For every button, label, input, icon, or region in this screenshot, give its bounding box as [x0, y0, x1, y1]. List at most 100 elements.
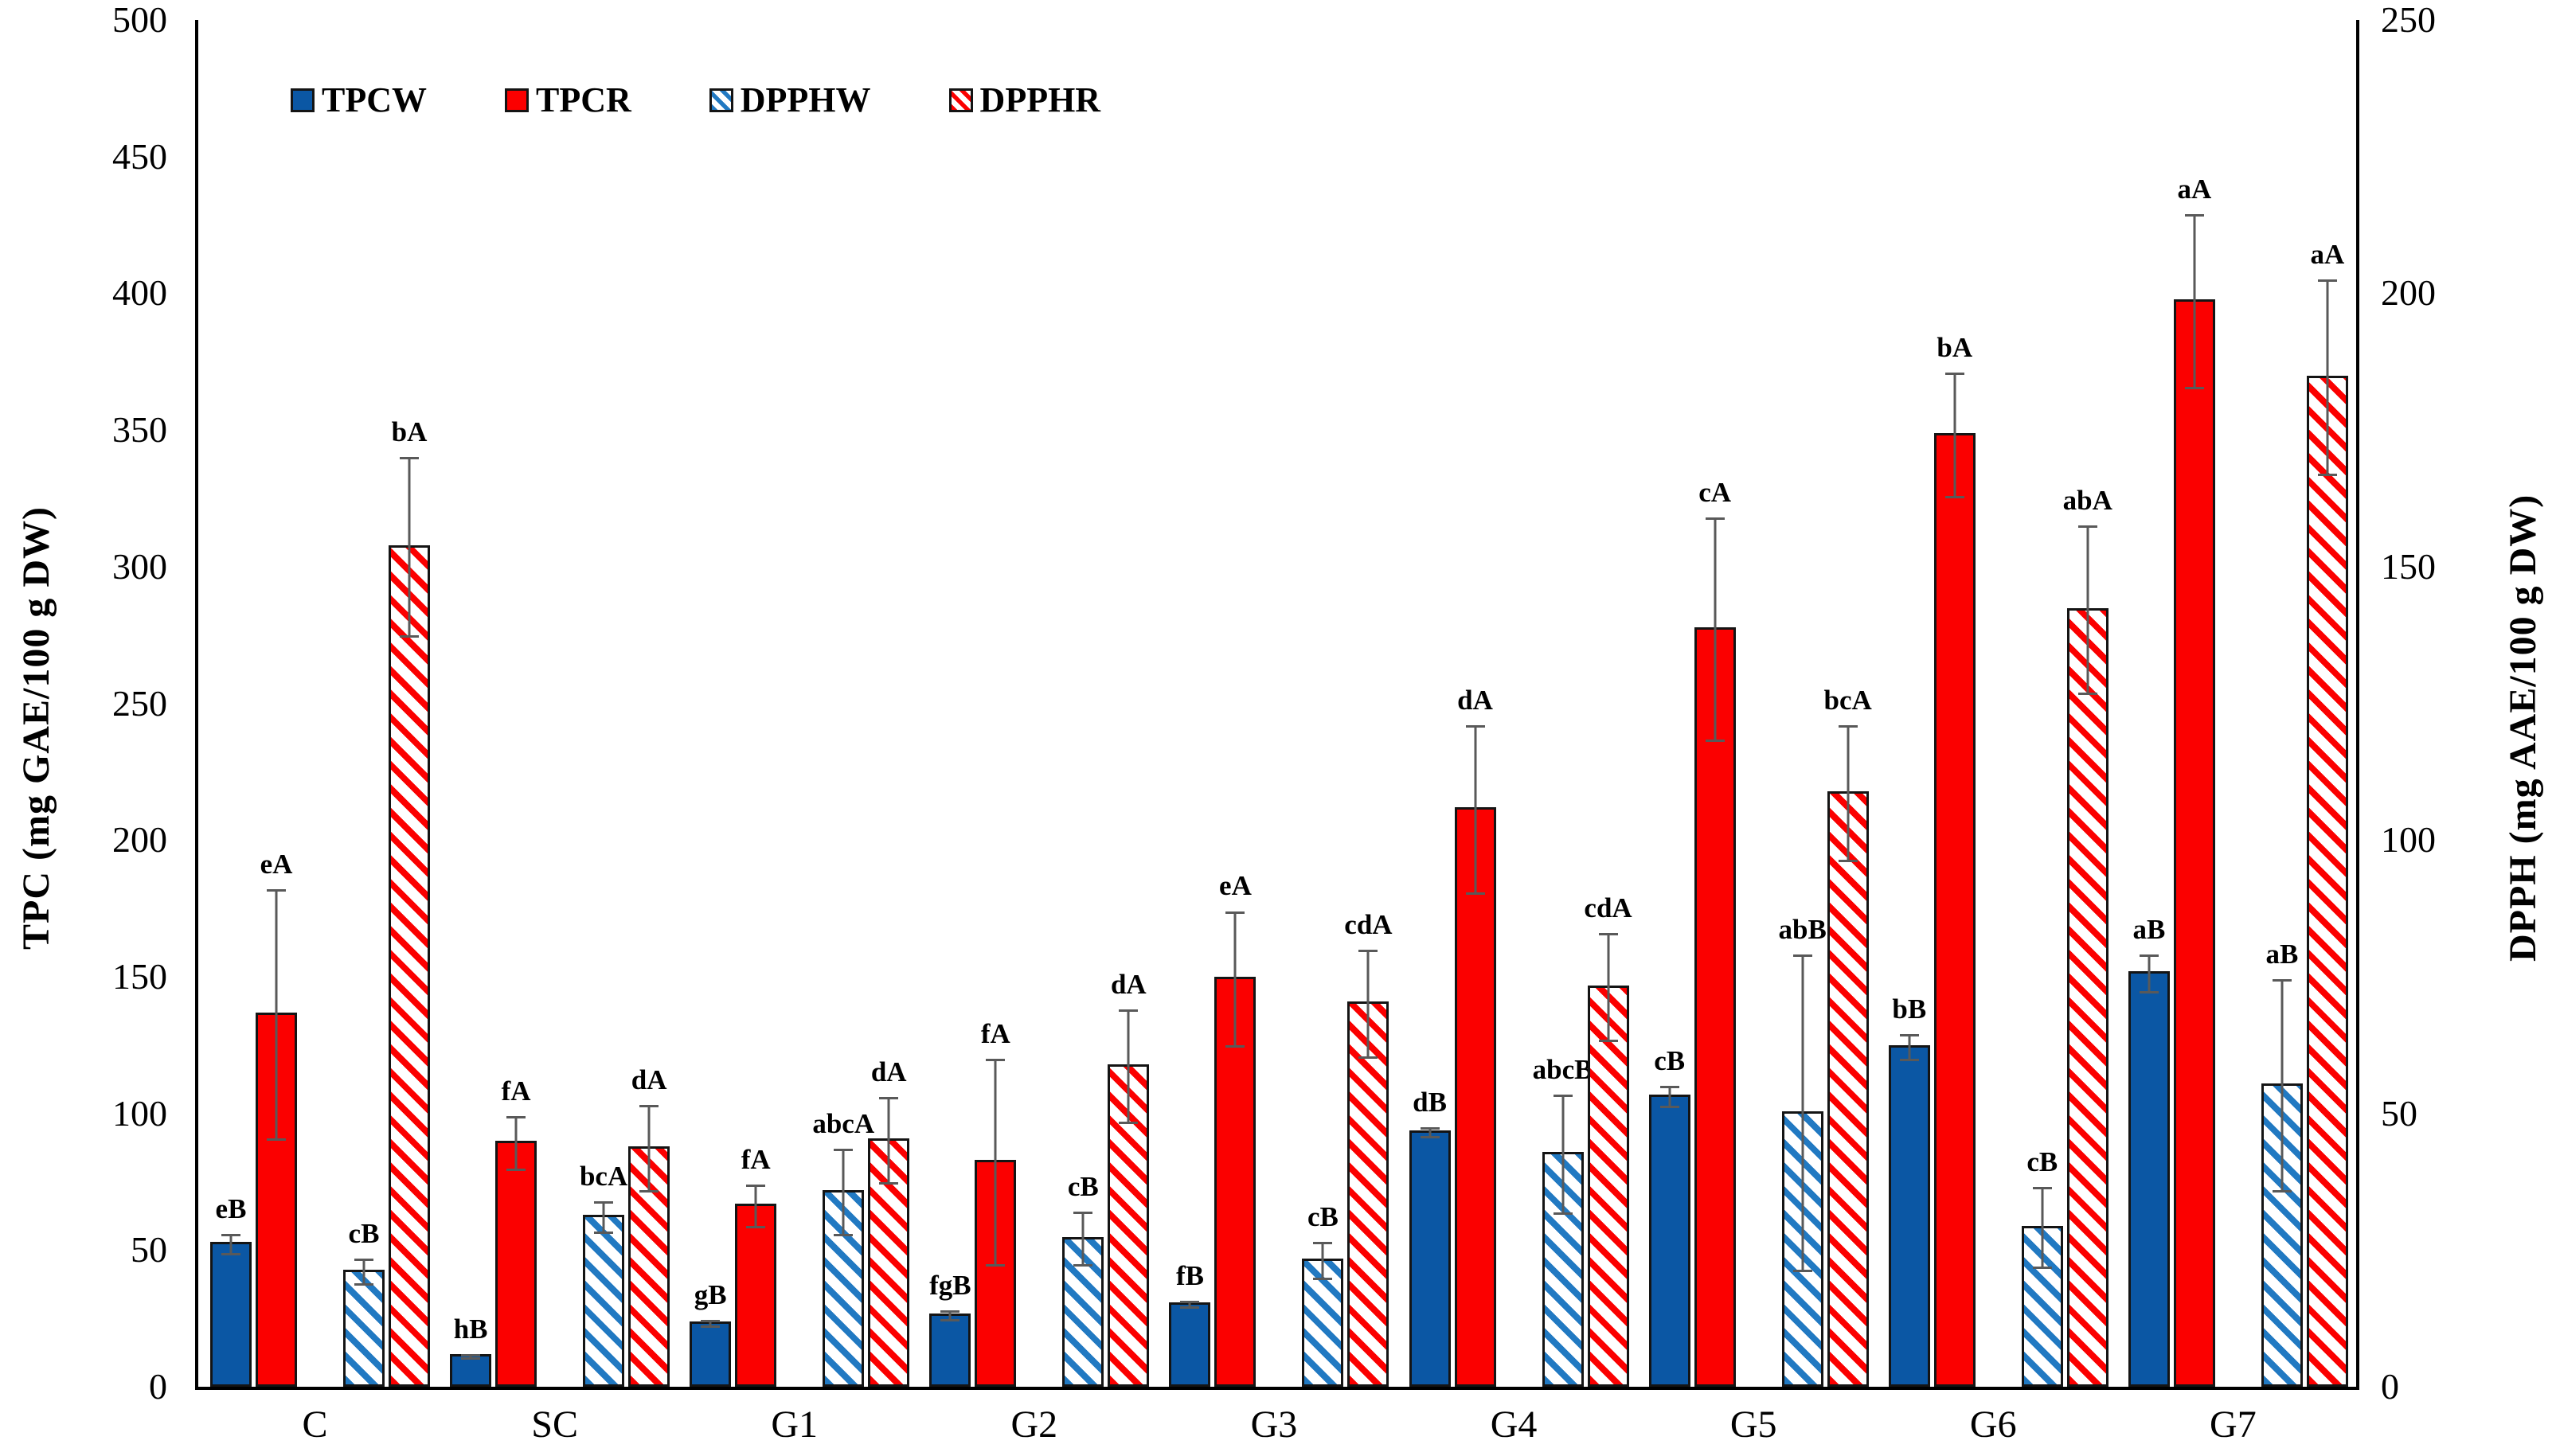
error-bar [940, 1310, 960, 1321]
error-bar-cap-bottom [1944, 495, 1964, 498]
bar-tpcw-g7 [2128, 971, 2170, 1387]
error-bar-cap-bottom [1465, 892, 1485, 895]
left-axis-tick: 100 [112, 1092, 167, 1134]
error-bar-line [1188, 1300, 1191, 1310]
bar-dpphr-g7 [2306, 375, 2348, 1387]
error-bar-line [1668, 1086, 1671, 1108]
legend-label-dpphr: DPPHR [979, 80, 1101, 119]
error-bar-cap-top [1119, 1009, 1139, 1013]
error-bar-cap-bottom [1705, 739, 1725, 742]
error-bar [2077, 525, 2097, 696]
significance-label: bcA [1823, 684, 1872, 716]
left-axis-tick: 300 [112, 545, 167, 587]
error-bar-cap-top [746, 1184, 766, 1187]
significance-label: aA [2310, 239, 2345, 271]
right-axis-tick: 50 [2381, 1092, 2417, 1134]
error-bar-line [994, 1058, 997, 1267]
error-bar-line [1233, 911, 1237, 1048]
error-bar-line [1847, 725, 1850, 862]
significance-label: cB [1654, 1045, 1686, 1077]
error-bar-cap-top [1553, 1094, 1573, 1097]
left-axis-tick: 400 [112, 272, 167, 314]
x-axis-label-c: C [302, 1403, 328, 1446]
error-bar-cap-bottom [1899, 1059, 1919, 1062]
significance-label: gB [694, 1278, 727, 1310]
error-bar-cap-bottom [1180, 1306, 1200, 1310]
left-axis-tick: 450 [112, 135, 167, 177]
error-bar-cap-top [506, 1116, 526, 1119]
error-bar-cap-bottom [879, 1181, 899, 1185]
x-axis-label-g5: G5 [1729, 1403, 1777, 1446]
error-bar-line [275, 889, 278, 1141]
significance-label: fB [1175, 1259, 1204, 1291]
error-bar-cap-bottom [2139, 990, 2159, 993]
error-bar-cap-bottom [2077, 693, 2097, 696]
error-bar [267, 889, 286, 1141]
significance-label: abB [1778, 914, 1827, 946]
error-bar [1180, 1300, 1200, 1310]
error-bar [1659, 1086, 1679, 1108]
error-bar-cap-bottom [2272, 1190, 2292, 1193]
error-bar-line [2041, 1187, 2044, 1270]
error-bar-line [2326, 279, 2329, 477]
error-bar-line [1801, 954, 1804, 1272]
error-bar [2032, 1187, 2052, 1270]
x-axis-label-g7: G7 [2210, 1403, 2257, 1446]
error-bar-cap-top [639, 1105, 659, 1108]
error-bar-line [1714, 517, 1717, 742]
error-bar-cap-bottom [1659, 1105, 1679, 1108]
legend-label-tpcr: TPCR [536, 80, 631, 119]
left-axis-tick: 150 [112, 955, 167, 997]
error-bar-cap-bottom [1358, 1056, 1378, 1059]
error-bar-cap-top [2184, 213, 2204, 217]
bar-group-g6: bB bA cB abA [1877, 20, 2116, 1387]
error-bar [986, 1058, 1006, 1267]
bar-tpcr-g1 [735, 1204, 777, 1387]
error-bar [400, 457, 419, 638]
significance-label: eA [260, 849, 293, 880]
error-bar-cap-top [879, 1097, 899, 1100]
error-bar-cap-bottom [1553, 1212, 1573, 1215]
error-bar-cap-top [1944, 373, 1964, 375]
error-bar-cap-top [1313, 1242, 1333, 1245]
bar-dpphr-g5 [1827, 790, 1869, 1387]
significance-label: bB [1892, 993, 1927, 1025]
error-bar-line [1561, 1094, 1565, 1215]
significance-label: abcB [1532, 1053, 1593, 1085]
error-bar-cap-top [1705, 517, 1725, 520]
legend-swatch-dpphr [948, 88, 973, 112]
error-bar [461, 1353, 481, 1360]
x-axis-label-g1: G1 [771, 1403, 819, 1446]
error-bar [506, 1116, 526, 1171]
significance-label: bcA [579, 1160, 628, 1192]
error-bar-cap-top [354, 1258, 373, 1261]
error-bar-cap-top [2139, 954, 2159, 958]
significance-label: aA [2177, 173, 2212, 205]
x-axis-label-sc: SC [531, 1403, 578, 1446]
significance-label: dB [1413, 1086, 1447, 1118]
significance-label: cdA [1584, 892, 1632, 923]
significance-label: cB [1067, 1171, 1099, 1203]
right-axis-tick: 100 [2381, 819, 2436, 861]
error-bar-line [709, 1319, 712, 1329]
left-axis-tick: 50 [131, 1229, 167, 1271]
error-bar-line [602, 1200, 605, 1234]
error-bar [354, 1258, 373, 1286]
significance-label: hB [453, 1313, 488, 1345]
error-bar-line [647, 1105, 651, 1193]
error-bar-cap-bottom [639, 1190, 659, 1193]
legend-swatch-dpphw [709, 88, 733, 112]
bar-group-g4: dB dA abcB cdA [1397, 20, 1637, 1387]
error-bar [1358, 949, 1378, 1059]
right-axis-tick: 150 [2381, 545, 2436, 587]
error-bar-cap-bottom [1119, 1122, 1139, 1125]
error-bar [1598, 932, 1618, 1043]
error-bar-cap-top [1465, 724, 1485, 728]
significance-label: abcA [812, 1108, 875, 1140]
bar-tpcr-g6 [1933, 432, 1976, 1387]
error-bar-cap-bottom [1838, 859, 1858, 862]
legend-swatch-tpcr [505, 88, 529, 112]
significance-label: eB [215, 1193, 247, 1224]
error-bar [639, 1105, 659, 1193]
